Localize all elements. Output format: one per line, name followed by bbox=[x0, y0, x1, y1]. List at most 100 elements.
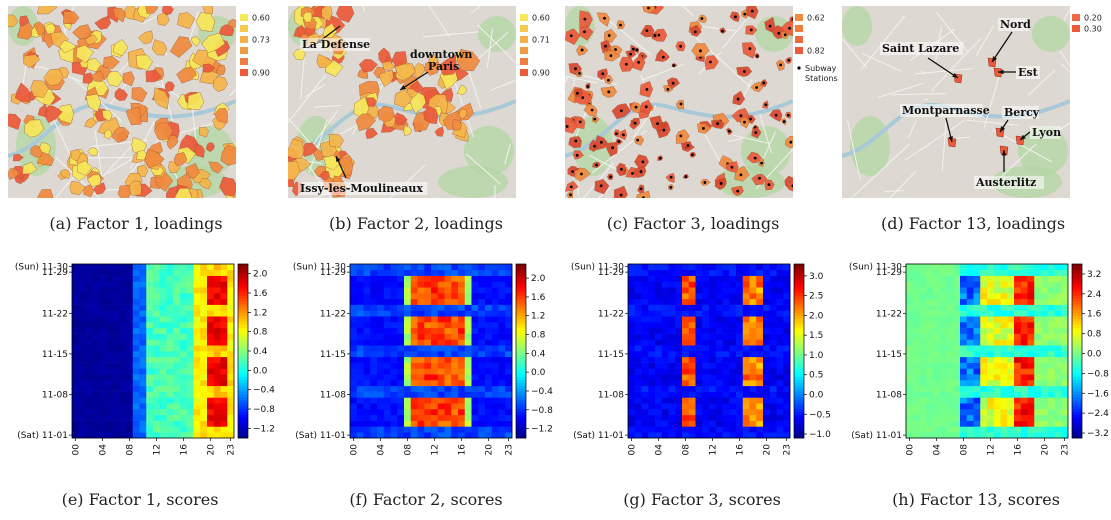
heatmap-cell bbox=[742, 345, 750, 352]
heatmap-cell bbox=[99, 322, 107, 329]
street bbox=[851, 143, 911, 198]
heatmap-cell bbox=[749, 322, 757, 329]
heatmap-cell bbox=[695, 287, 703, 294]
colorbar-tick-label: −1.2 bbox=[531, 425, 553, 435]
heatmap-cell bbox=[451, 310, 459, 317]
heatmap-cell bbox=[715, 351, 723, 358]
heatmap-cell bbox=[939, 333, 947, 340]
street bbox=[188, 10, 200, 44]
heatmap-cell bbox=[207, 327, 215, 334]
heatmap-cell bbox=[769, 380, 777, 387]
heatmap-cell bbox=[628, 298, 636, 305]
heatmap-cell bbox=[417, 362, 425, 369]
heatmap-cell bbox=[661, 327, 669, 334]
heatmap-cell bbox=[973, 374, 981, 381]
heatmap-cell bbox=[498, 275, 506, 282]
heatmap-cell bbox=[437, 327, 445, 334]
heatmap-cell bbox=[207, 316, 215, 323]
heatmap-cell bbox=[634, 414, 642, 421]
heatmap-cell bbox=[1000, 298, 1008, 305]
colorbar-segment bbox=[1072, 307, 1082, 311]
heatmap-cell bbox=[1014, 362, 1022, 369]
loading-cell bbox=[604, 50, 621, 62]
heatmap-cell bbox=[505, 385, 513, 392]
heatmap-cell bbox=[736, 339, 744, 346]
heatmap-cell bbox=[227, 287, 235, 294]
heatmap-cell bbox=[220, 362, 228, 369]
heatmap-cell bbox=[906, 351, 914, 358]
heatmap-cell bbox=[919, 409, 927, 416]
heatmap-cell bbox=[458, 397, 466, 404]
heatmap-cell bbox=[207, 333, 215, 340]
heatmap-cell bbox=[207, 339, 215, 346]
heatmap-cell bbox=[146, 380, 154, 387]
heatmap-cell bbox=[742, 380, 750, 387]
heatmap-cell bbox=[471, 351, 479, 358]
heatmap-cell bbox=[377, 351, 385, 358]
heatmap-cell bbox=[1061, 333, 1069, 340]
subway-station-dot bbox=[698, 49, 702, 53]
heatmap-cell bbox=[356, 391, 364, 398]
heatmap-cell bbox=[912, 426, 920, 433]
colorbar-segment bbox=[516, 319, 526, 323]
heatmap-cell bbox=[363, 414, 371, 421]
heatmap-cell bbox=[159, 264, 167, 271]
heatmap-cell bbox=[478, 327, 486, 334]
heatmap-cell bbox=[193, 322, 201, 329]
heatmap-cell bbox=[390, 322, 398, 329]
heatmap-cell bbox=[702, 356, 710, 363]
heatmap-cell bbox=[390, 264, 398, 271]
heatmap-cell bbox=[1041, 409, 1049, 416]
heatmap-cell bbox=[491, 397, 499, 404]
heatmap-cell bbox=[919, 333, 927, 340]
heatmap-cell bbox=[451, 403, 459, 410]
heatmap-cell bbox=[498, 287, 506, 294]
heatmap-cell bbox=[1041, 391, 1049, 398]
heatmap-cell bbox=[424, 368, 432, 375]
heatmap-cell bbox=[478, 391, 486, 398]
heatmap-cell bbox=[1000, 281, 1008, 288]
heatmap-cell bbox=[702, 322, 710, 329]
heatmap-cell bbox=[505, 281, 513, 288]
heatmap-cell bbox=[126, 269, 134, 276]
heatmap-cell bbox=[126, 287, 134, 294]
heatmap-cell bbox=[404, 269, 412, 276]
heatmap-cell bbox=[776, 380, 784, 387]
subway-station-dot bbox=[727, 129, 731, 133]
heatmap-cell bbox=[220, 345, 228, 352]
heatmap-cell bbox=[987, 409, 995, 416]
heatmap-cell bbox=[933, 414, 941, 421]
heatmap-cell bbox=[458, 403, 466, 410]
heatmap-cell bbox=[159, 397, 167, 404]
heatmap-cell bbox=[939, 339, 947, 346]
station-cell bbox=[947, 137, 957, 148]
heatmap-cell bbox=[180, 374, 188, 381]
heatmap-cell bbox=[166, 264, 174, 271]
heatmap-cell bbox=[390, 269, 398, 276]
heatmap-cell bbox=[980, 380, 988, 387]
heatmap-cell bbox=[397, 287, 405, 294]
heatmap-cell bbox=[1047, 420, 1055, 427]
heatmap-cell bbox=[139, 374, 147, 381]
heatmap-cell bbox=[682, 269, 690, 276]
colorbar-segment bbox=[794, 269, 804, 274]
heatmap-cell bbox=[763, 356, 771, 363]
colorbar-tick-label: 0.0 bbox=[531, 368, 546, 378]
heatmap-cell bbox=[363, 264, 371, 271]
heatmap-cell bbox=[166, 391, 174, 398]
heatmap-cell bbox=[437, 374, 445, 381]
heatmap-cell bbox=[471, 269, 479, 276]
heatmap-cell bbox=[966, 356, 974, 363]
heatmap-cell bbox=[363, 287, 371, 294]
heatmap-cell bbox=[485, 356, 493, 363]
heatmap-cell bbox=[213, 339, 221, 346]
heatmap-cell bbox=[769, 281, 777, 288]
map-annotation-label: Est bbox=[1018, 66, 1039, 79]
heatmap-cell bbox=[119, 426, 127, 433]
heatmap-cell bbox=[1014, 356, 1022, 363]
heatmap-cell bbox=[153, 397, 161, 404]
colorbar-segment bbox=[794, 356, 804, 361]
heatmap-cell bbox=[675, 304, 683, 311]
heatmap-cell bbox=[105, 264, 113, 271]
heatmap-cell bbox=[926, 414, 934, 421]
